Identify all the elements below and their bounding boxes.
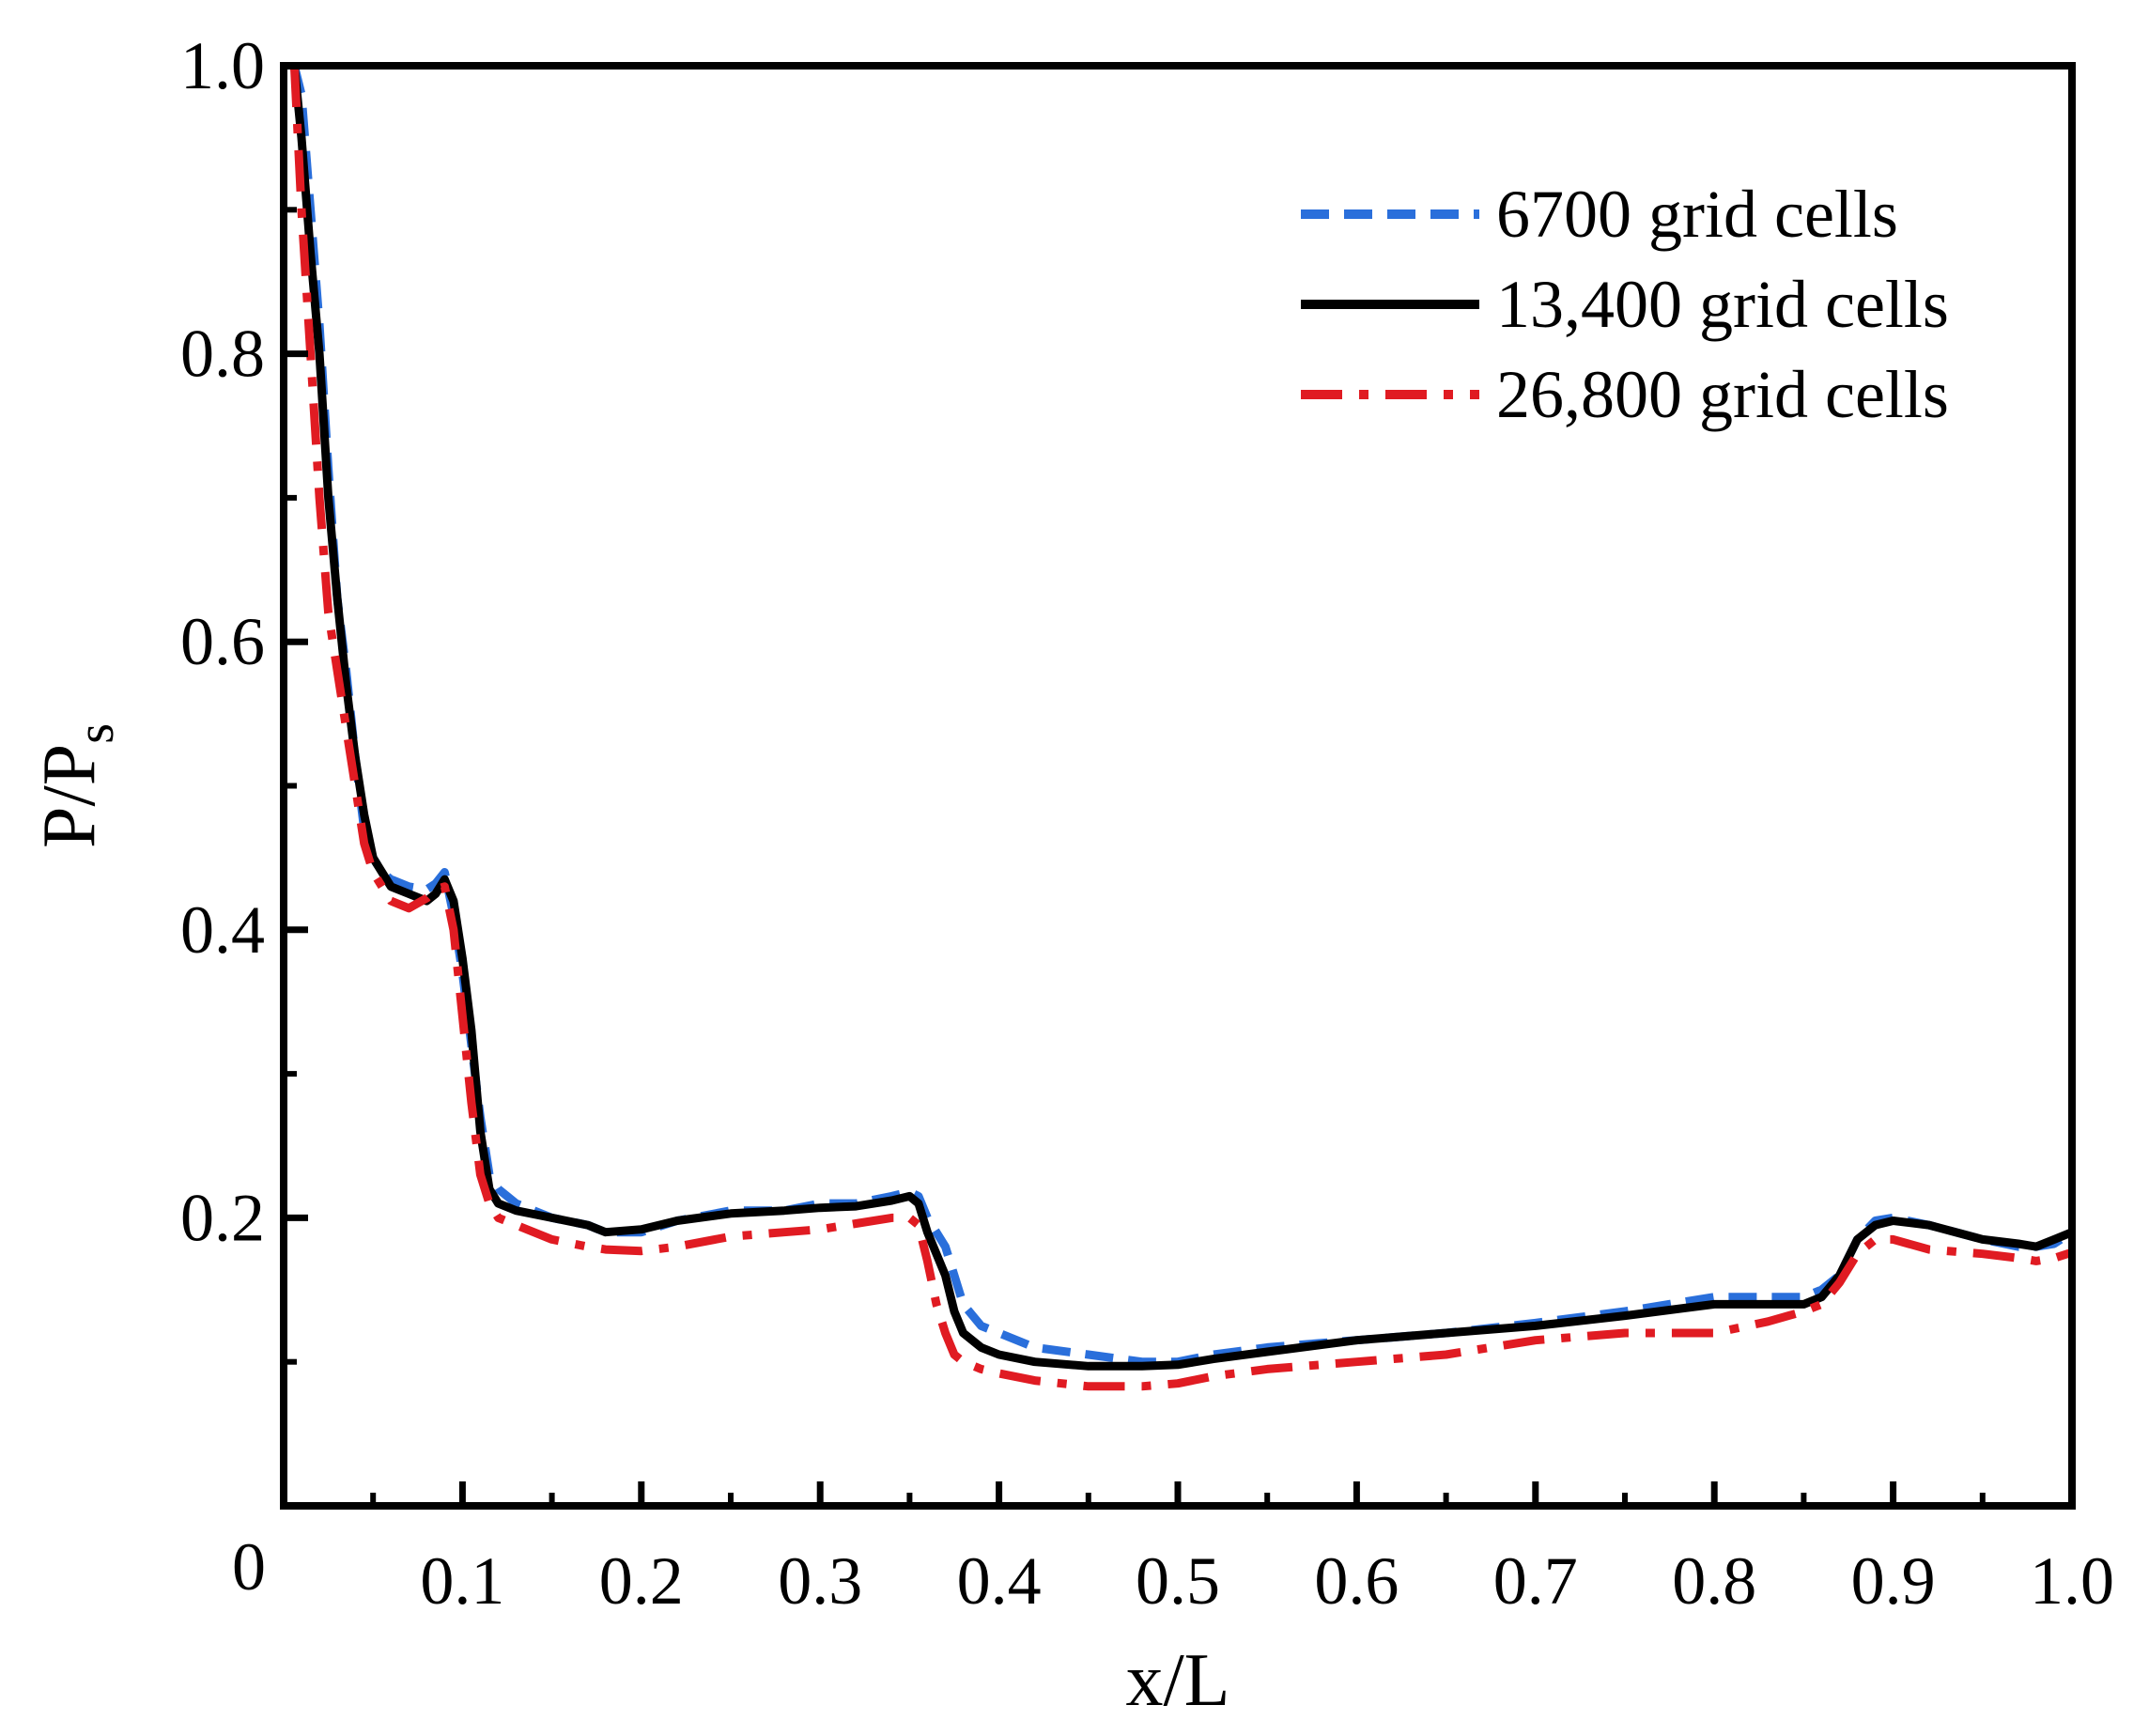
legend-label-3: 26,800 grid cells	[1496, 357, 1949, 432]
x-tick-label: 0.2	[599, 1543, 684, 1619]
x-tick-label: 0.5	[1136, 1543, 1220, 1619]
x-tick-label: 0.1	[420, 1543, 504, 1619]
y-tick-label: 1.0	[180, 28, 265, 103]
x-tick-label: 0.6	[1314, 1543, 1399, 1619]
x-axis-title: x/L	[1125, 1639, 1229, 1722]
x-tick-label: 0.7	[1493, 1543, 1578, 1619]
series-layer	[289, 64, 2075, 1391]
y-tick-label: 0.4	[180, 892, 265, 968]
series-line-1	[290, 64, 2075, 1367]
series-line-2	[289, 65, 2074, 1371]
y-axis-title: P/Ps	[28, 723, 125, 848]
series-line-3	[289, 65, 2074, 1391]
y-axis-title-subscript: s	[67, 723, 125, 744]
y-tick-label: 0.6	[180, 604, 265, 679]
y-tick-label: 0.8	[180, 317, 265, 392]
x-tick-label: 0.4	[957, 1543, 1042, 1619]
origin-label: 0	[232, 1529, 266, 1604]
legend-label-1: 6700 grid cells	[1496, 177, 1898, 252]
y-axis-title-main: P/P	[28, 744, 111, 848]
ticks-layer	[284, 62, 2076, 1506]
x-tick-label: 0.9	[1851, 1543, 1936, 1619]
x-tick-label: 0.3	[778, 1543, 862, 1619]
legend: 6700 grid cells 13,400 grid cells 26,800 g…	[1301, 177, 1949, 432]
x-tick-label: 1.0	[2030, 1543, 2114, 1619]
tick-labels: 0.1 0.2 0.3 0.4 0.5 0.6 0.7 0.8 0.9 1.0 0.2 0.4 0.6 0…	[180, 28, 2114, 1619]
y-tick-label: 0.2	[180, 1180, 265, 1255]
legend-label-2: 13,400 grid cells	[1496, 267, 1949, 342]
x-tick-label: 0.8	[1672, 1543, 1756, 1619]
